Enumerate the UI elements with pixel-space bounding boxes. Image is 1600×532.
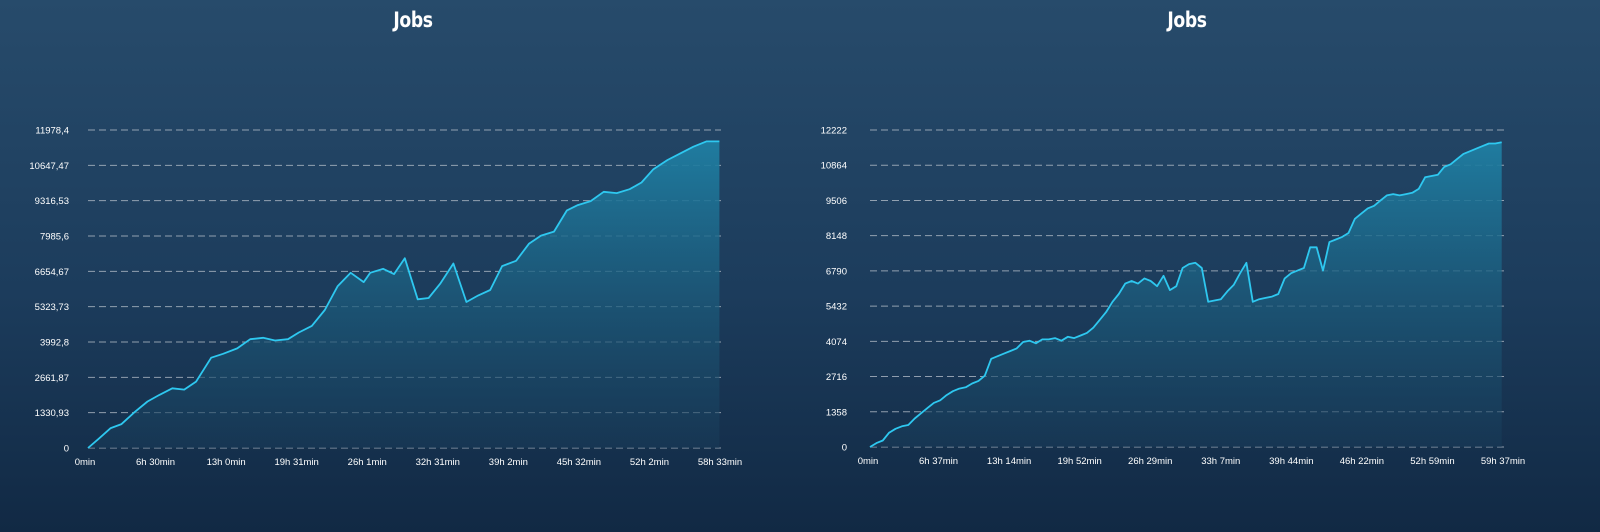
x-tick-label: 13h 0min xyxy=(207,457,246,468)
y-tick-label: 1330,93 xyxy=(35,408,69,419)
x-tick-label: 6h 30min xyxy=(136,457,175,468)
y-tick-label: 6654,67 xyxy=(35,267,69,278)
series-line xyxy=(869,141,1502,448)
y-tick-label: 1358 xyxy=(826,407,847,418)
y-tick-label: 6790 xyxy=(826,266,847,277)
y-tick-label: 12222 xyxy=(821,126,847,137)
x-tick-label: 52h 2min xyxy=(630,457,669,468)
x-tick-label: 39h 2min xyxy=(489,457,528,468)
y-tick-label: 4074 xyxy=(826,337,847,348)
y-tick-label: 2716 xyxy=(826,372,847,383)
x-tick-label: 0min xyxy=(858,456,879,467)
y-tick-label: 2661,87 xyxy=(35,373,69,384)
x-tick-label: 46h 22min xyxy=(1340,456,1384,467)
x-tick-label: 26h 29min xyxy=(1128,456,1172,467)
x-tick-label: 0min xyxy=(75,457,96,468)
y-tick-label: 5432 xyxy=(826,302,847,313)
y-tick-label: 9316,53 xyxy=(35,196,69,207)
chart-title-right: Jobs xyxy=(1167,8,1207,32)
y-tick-label: 8148 xyxy=(826,231,847,242)
x-tick-label: 6h 37min xyxy=(919,456,958,467)
x-tick-label: 26h 1min xyxy=(348,457,387,468)
y-tick-label: 0 xyxy=(842,443,847,454)
chart-title-left: Jobs xyxy=(393,8,433,32)
x-tick-label: 19h 31min xyxy=(274,457,318,468)
y-tick-label: 11978,4 xyxy=(35,126,69,137)
x-tick-label: 13h 14min xyxy=(987,456,1031,467)
y-tick-label: 10864 xyxy=(821,161,847,172)
x-tick-label: 45h 32min xyxy=(557,457,601,468)
y-tick-label: 10647,47 xyxy=(29,161,69,172)
jobs-chart-left: 0 1330,93 2661,87 3992,8 5323,73 6654,67 7985,… xyxy=(29,126,742,468)
y-tick-label: 3992,8 xyxy=(40,338,69,349)
series-line xyxy=(87,140,720,449)
y-tick-label: 7985,6 xyxy=(40,232,69,243)
y-tick-label: 9506 xyxy=(826,196,847,207)
x-tick-label: 59h 37min xyxy=(1481,456,1525,467)
x-tick-label: 33h 7min xyxy=(1201,456,1240,467)
x-tick-label: 39h 44min xyxy=(1269,456,1313,467)
chart-panel-left: 0 1330,93 2661,87 3992,8 5323,73 6654,67 7985,… xyxy=(29,8,742,468)
series-area xyxy=(870,142,1502,447)
x-tick-label: 32h 31min xyxy=(416,457,460,468)
y-tick-label: 0 xyxy=(64,444,69,455)
series-area xyxy=(88,141,720,448)
y-tick-label: 5323,73 xyxy=(35,302,69,313)
x-tick-label: 19h 52min xyxy=(1057,456,1101,467)
x-tick-label: 58h 33min xyxy=(698,457,742,468)
chart-panel-right: 0 1358 2716 4074 5432 6790 8148 9506 10864 12222 0… xyxy=(800,0,1600,532)
jobs-chart-right: 0 1358 2716 4074 5432 6790 8148 9506 10864 12222 0… xyxy=(821,126,1526,468)
x-tick-label: 52h 59min xyxy=(1410,456,1454,467)
